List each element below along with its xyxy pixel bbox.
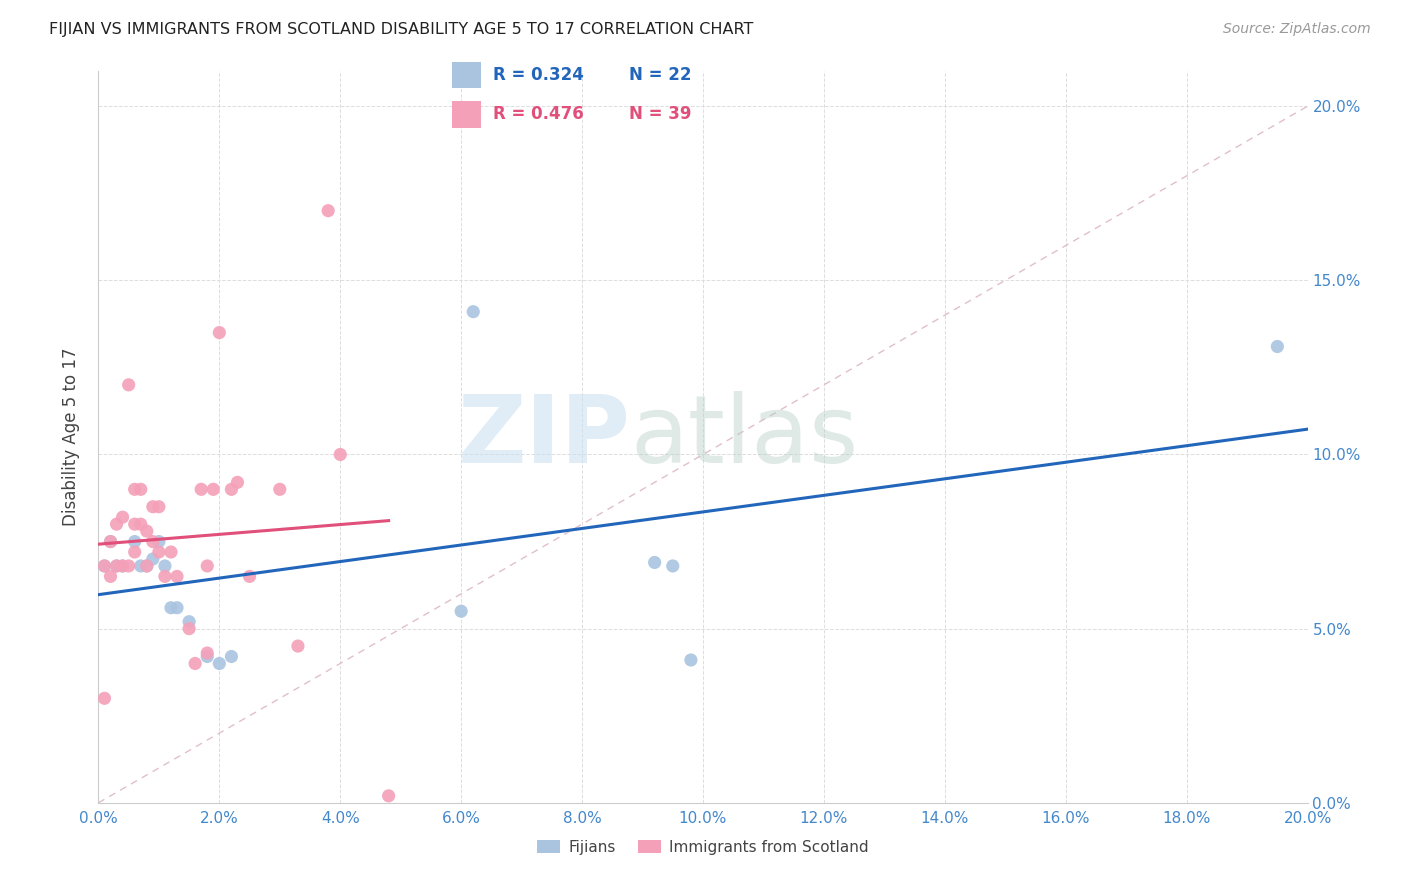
Point (160, 545, 183, 559)
Legend: Fijians, Immigrants from Scotland: Fijians, Immigrants from Scotland (531, 834, 875, 861)
Point (105, 517, 128, 532)
Text: ZIP: ZIP (457, 391, 630, 483)
Point (195, 649, 218, 664)
Point (93, 691, 115, 706)
Point (135, 558, 157, 573)
Point (179, 622, 201, 636)
Point (239, 569, 262, 583)
Point (190, 483, 212, 497)
Point (166, 600, 188, 615)
Point (153, 569, 176, 583)
Point (208, 326, 231, 340)
Text: Source: ZipAtlas.com: Source: ZipAtlas.com (1223, 22, 1371, 37)
Point (184, 657, 207, 671)
Point (226, 475, 249, 490)
Point (450, 604, 472, 618)
Point (135, 558, 157, 573)
Point (129, 517, 152, 532)
Text: R = 0.324: R = 0.324 (494, 66, 583, 84)
Point (287, 639, 309, 653)
Point (118, 558, 141, 573)
Point (329, 448, 352, 462)
Text: R = 0.476: R = 0.476 (494, 105, 583, 123)
Point (679, 653, 702, 667)
Point (142, 552, 165, 566)
Point (377, 789, 399, 803)
Point (124, 534, 146, 549)
Point (100, 534, 122, 549)
Text: atlas: atlas (630, 391, 859, 483)
Point (111, 510, 134, 524)
Point (135, 524, 157, 538)
Point (644, 556, 666, 570)
Point (148, 545, 170, 559)
Bar (451, 101, 481, 128)
Point (661, 558, 683, 573)
Point (111, 558, 134, 573)
Point (316, 203, 339, 218)
Point (100, 569, 122, 583)
Point (124, 517, 146, 532)
Point (195, 558, 218, 573)
Point (179, 615, 201, 629)
Point (195, 646, 218, 660)
Bar (451, 62, 481, 88)
Point (111, 558, 134, 573)
Y-axis label: Disability Age 5 to 17: Disability Age 5 to 17 (62, 348, 80, 526)
Point (148, 534, 170, 549)
Text: N = 22: N = 22 (628, 66, 692, 84)
Point (166, 569, 188, 583)
Point (105, 558, 128, 573)
Point (142, 534, 165, 549)
Point (153, 558, 176, 573)
Point (269, 483, 291, 497)
Point (221, 649, 243, 664)
Text: N = 39: N = 39 (628, 105, 692, 123)
Text: FIJIAN VS IMMIGRANTS FROM SCOTLAND DISABILITY AGE 5 TO 17 CORRELATION CHART: FIJIAN VS IMMIGRANTS FROM SCOTLAND DISAB… (49, 22, 754, 37)
Point (93, 558, 115, 573)
Point (202, 483, 225, 497)
Point (100, 534, 122, 549)
Point (129, 558, 152, 573)
Point (124, 483, 146, 497)
Point (129, 483, 152, 497)
Point (160, 600, 183, 615)
Point (148, 500, 170, 514)
Point (142, 500, 165, 514)
Point (1267, 339, 1289, 353)
Point (105, 558, 128, 573)
Point (124, 545, 146, 559)
Point (208, 657, 231, 671)
Point (463, 304, 485, 318)
Point (221, 483, 243, 497)
Point (118, 377, 141, 392)
Point (93, 558, 115, 573)
